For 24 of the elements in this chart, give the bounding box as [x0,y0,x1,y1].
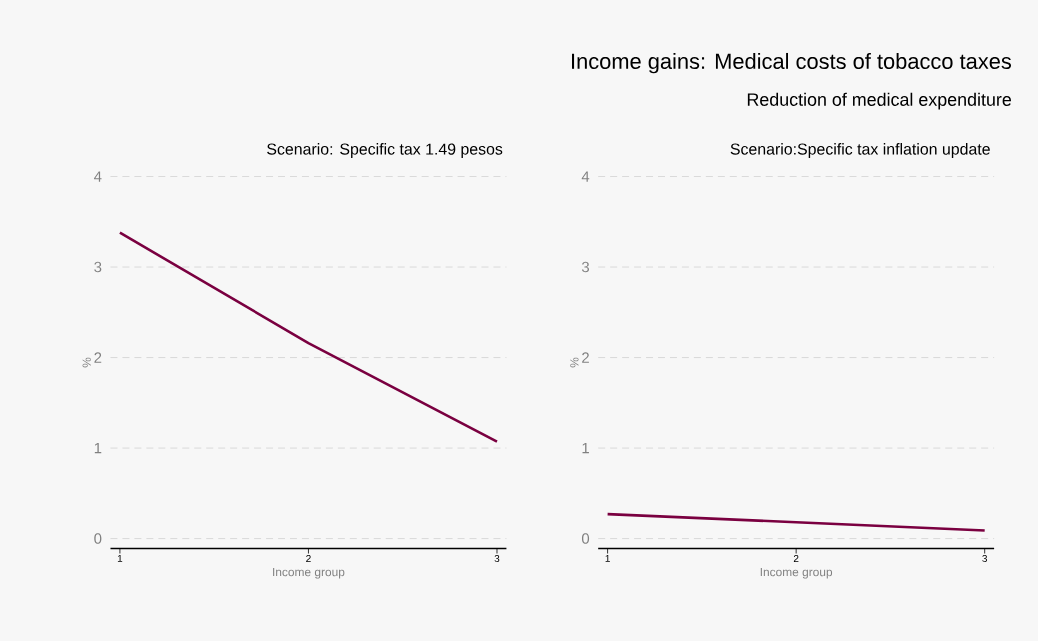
y-tick-label: 0 [581,533,590,544]
y-tick-label: 0 [94,533,102,544]
x-tick-label: 2 [306,554,311,562]
y-tick-label: 3 [94,261,102,273]
chart-title: Scenario:Specific tax inflation update [730,142,990,158]
y-tick-label: 2 [94,352,102,363]
x-tick-label: 1 [117,554,123,562]
x-tick-label: 1 [605,554,610,562]
y-axis-title: % [82,357,91,368]
text: Reduction of medical expenditure [747,92,1012,110]
x-axis-title: Income group [760,567,833,579]
text: Income gains: Medical costs of tobacco taxes [572,52,1012,74]
y-tick-label: 2 [582,352,589,363]
y-tick-label: 4 [94,171,102,182]
y-tick-label: 4 [581,171,590,182]
x-axis-title: Income group [273,567,345,579]
y-tick-label: 3 [581,261,590,273]
x-tick-label: 3 [982,554,988,562]
y-tick-label: 1 [94,442,102,454]
x-tick-label: 2 [793,554,799,562]
chart-title: Scenario: Specific tax 1.49 pesos [267,142,503,158]
y-axis-title: % [570,357,579,368]
x-tick-label: 3 [494,554,500,562]
y-tick-label: 1 [582,442,589,454]
